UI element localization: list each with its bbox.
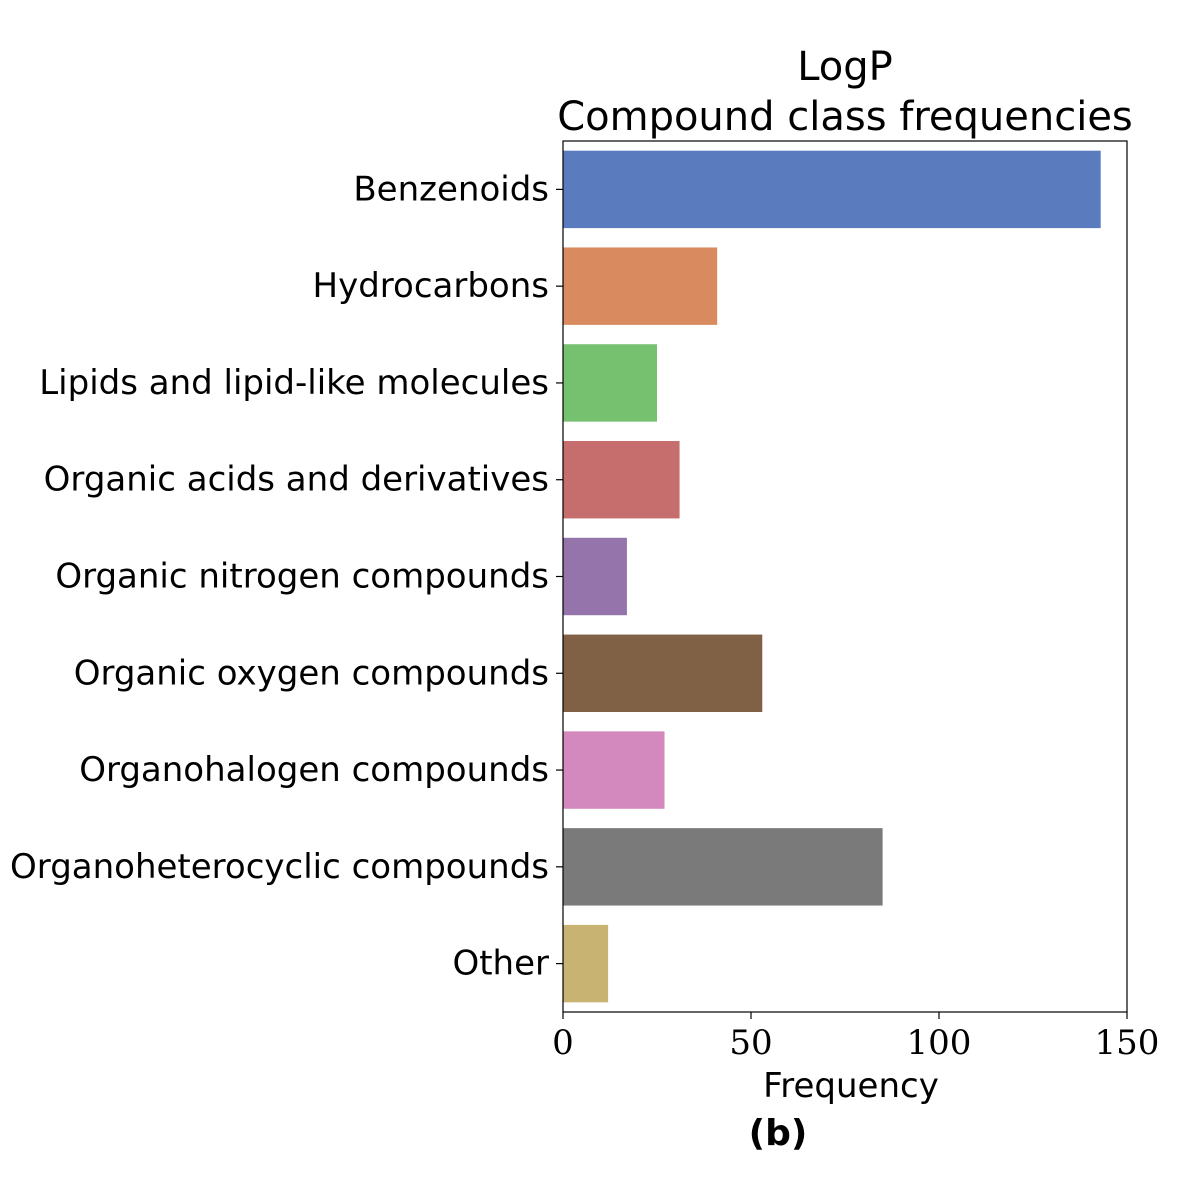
x-tick-label-3: 150 bbox=[1095, 1023, 1160, 1063]
category-label-4: Organic nitrogen compounds bbox=[55, 557, 549, 597]
category-label-8: Other bbox=[452, 944, 549, 984]
chart-title-line-1: LogP bbox=[797, 44, 893, 90]
bar-4 bbox=[563, 537, 627, 616]
bar-3 bbox=[563, 441, 680, 519]
x-tick-label-1: 50 bbox=[729, 1023, 772, 1063]
category-label-3: Organic acids and derivatives bbox=[44, 460, 549, 500]
x-axis-ticks: 0 50 100 150 bbox=[552, 1012, 1159, 1063]
bar-8 bbox=[563, 924, 609, 1003]
plot-frame bbox=[562, 140, 1128, 1013]
chart-title-line-2: Compound class frequencies bbox=[557, 94, 1133, 140]
x-axis-label: Frequency bbox=[763, 1066, 939, 1106]
category-label-0: Benzenoids bbox=[353, 169, 549, 209]
panel-label: (b) bbox=[749, 1113, 808, 1154]
category-label-6: Organohalogen compounds bbox=[79, 750, 549, 790]
category-label-2: Lipids and lipid-like molecules bbox=[39, 363, 549, 403]
category-label-7: Organoheterocyclic compounds bbox=[10, 847, 549, 887]
category-label-1: Hydrocarbons bbox=[313, 266, 549, 306]
bars-group bbox=[563, 150, 1101, 1003]
bar-7 bbox=[563, 828, 883, 906]
x-tick-label-2: 100 bbox=[907, 1023, 972, 1063]
bar-5 bbox=[563, 634, 763, 712]
x-tick-label-0: 0 bbox=[552, 1023, 574, 1063]
y-axis-ticks bbox=[556, 188, 563, 965]
bar-0 bbox=[563, 150, 1101, 229]
category-label-5: Organic oxygen compounds bbox=[74, 653, 549, 693]
bar-2 bbox=[563, 344, 657, 422]
category-labels: Benzenoids Hydrocarbons Lipids and lipid-l… bbox=[10, 169, 549, 983]
bar-1 bbox=[563, 247, 718, 325]
bar-6 bbox=[563, 731, 665, 809]
